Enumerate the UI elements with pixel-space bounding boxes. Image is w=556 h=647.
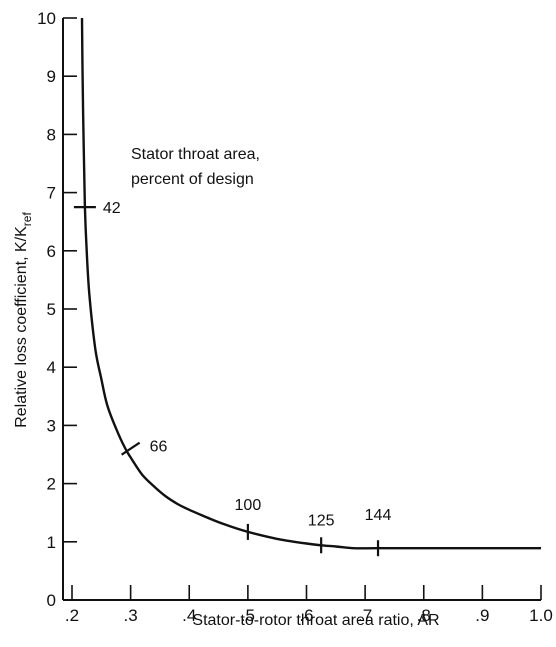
y-tick-label: 7 xyxy=(47,184,56,203)
markers: 42 66 100 125 144 xyxy=(73,200,392,557)
marker-label: 144 xyxy=(365,507,392,524)
y-tick-label: 8 xyxy=(47,125,56,144)
marker-tick xyxy=(121,441,141,456)
x-tick-label: .5 xyxy=(241,606,255,625)
x-tick-label: 1.0 xyxy=(529,606,553,625)
y-tick-label: 0 xyxy=(47,591,56,610)
annotation-line-1: Stator throat area, xyxy=(131,146,260,163)
series xyxy=(80,17,541,550)
marker-label: 42 xyxy=(103,200,121,217)
y-tick-label: 2 xyxy=(47,475,56,494)
y-axis-label-sub: ref xyxy=(20,212,34,227)
y-tick-label: 6 xyxy=(47,242,56,261)
y-tick-label: 10 xyxy=(37,9,56,28)
x-tick-label: .3 xyxy=(124,606,138,625)
y-tick-label: 3 xyxy=(47,416,56,435)
loss-curve xyxy=(80,17,541,550)
y-tick-label: 4 xyxy=(47,358,56,377)
y-tick-label: 1 xyxy=(47,533,56,552)
y-axis-label: Relative loss coefficient, K/Kref xyxy=(13,212,34,428)
x-tick-label: .4 xyxy=(182,606,196,625)
marker-label: 100 xyxy=(235,497,262,514)
x-tick-label: .8 xyxy=(417,606,431,625)
axes xyxy=(62,18,541,601)
svg-text:Relative loss coefficient, K/K: Relative loss coefficient, K/Kref xyxy=(13,212,34,428)
ticks: 0 1 2 3 4 5 6 7 8 9 10 .2 .3 .4 .5 .6 .7 .8 .9 1.0 xyxy=(37,9,553,625)
y-tick-label: 5 xyxy=(47,300,56,319)
marker-label: 125 xyxy=(308,512,335,529)
x-axis-label: Stator-to-rotor throat area ratio, AR xyxy=(192,612,439,629)
x-tick-label: .6 xyxy=(299,606,313,625)
marker-label: 66 xyxy=(150,439,168,456)
x-tick-label: .2 xyxy=(65,606,79,625)
annotation-line-2: percent of design xyxy=(131,171,254,188)
x-tick-label: .7 xyxy=(358,606,372,625)
x-tick-label: .9 xyxy=(475,606,489,625)
y-tick-label: 9 xyxy=(47,67,56,86)
y-axis-label-main: Relative loss coefficient, K/K xyxy=(13,226,30,428)
